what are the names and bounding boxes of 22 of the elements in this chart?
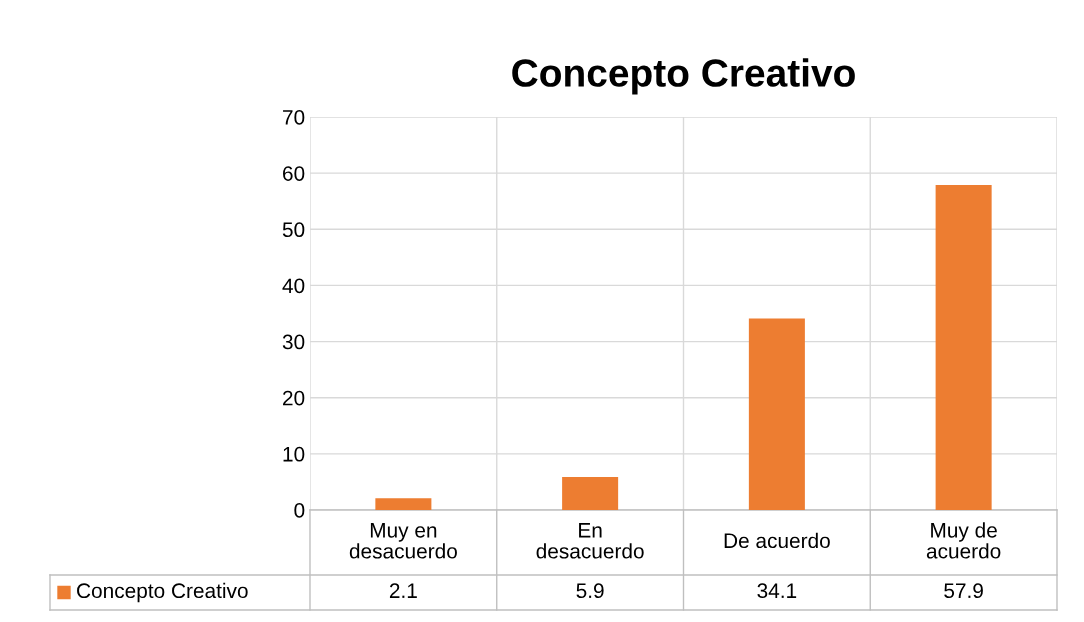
y-tick-label: 50 (282, 222, 305, 238)
data-label: 57.9 (944, 583, 983, 599)
data-label: 5.9 (576, 583, 604, 599)
bar (748, 318, 805, 510)
data-label: 2.1 (389, 583, 417, 598)
y-tick-label: 70 (283, 110, 305, 125)
data-label: 34.1 (757, 583, 797, 599)
x-tick-label: De acuerdo (724, 532, 830, 549)
bar (562, 476, 619, 510)
y-tick-label: 0 (294, 503, 305, 518)
y-tick-label: 40 (282, 278, 305, 294)
chart-title: Concepto Creativo (512, 58, 855, 95)
x-tick-label: En desacuerdo (536, 523, 644, 559)
legend-label: Concepto Creativo (77, 582, 248, 603)
x-tick-label: Muy en desacuerdo (349, 523, 457, 559)
bar (935, 184, 992, 510)
x-tick-label: Muy de acuerdo (926, 522, 1001, 559)
y-tick-label: 60 (283, 166, 305, 181)
bar (375, 498, 432, 510)
y-tick-label: 20 (283, 390, 305, 406)
y-tick-label: 30 (282, 334, 305, 350)
y-tick-label: 10 (283, 446, 305, 462)
